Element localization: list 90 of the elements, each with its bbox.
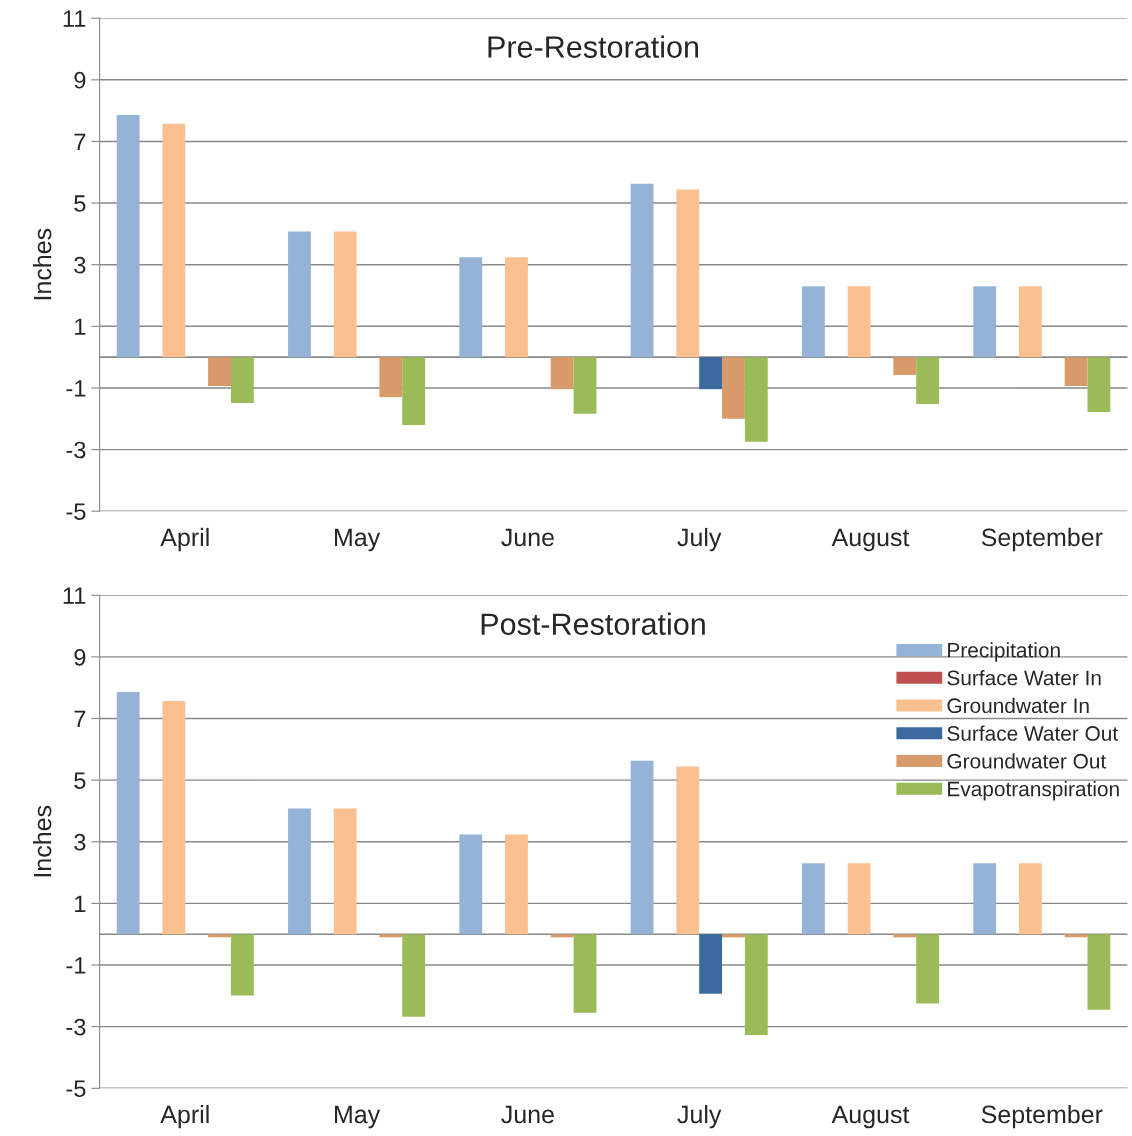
bar [573,357,597,414]
bar [699,357,723,390]
bar [847,286,871,358]
bar [676,189,700,358]
x-tick-label: April [160,527,209,552]
y-tick-label: 7 [74,133,86,150]
y-tick-label: 3 [74,833,86,851]
y-axis-title: Inches [33,805,52,877]
bar [893,357,917,375]
bar [573,934,597,1013]
bar [208,357,231,387]
bar [459,257,483,358]
legend-label: Surface Water In [947,670,1101,686]
bar [847,863,871,935]
bar [288,231,311,358]
y-tick-label: -3 [66,441,86,459]
y-tick-label: 9 [74,648,86,666]
x-tick-label: May [335,528,381,552]
y-tick-label: 7 [74,710,86,728]
bar [722,357,745,419]
legend-label: Precipitation [948,642,1060,662]
bar [162,700,186,935]
y-tick-label: 5 [74,772,86,789]
bar [550,357,574,390]
bar [699,934,723,994]
legend-label: Evapotranspiration [948,781,1119,801]
bar [505,257,528,358]
y-tick-label: 5 [74,195,86,212]
bar [1018,863,1042,935]
x-tick-label: August [831,528,910,552]
x-tick-label: July [677,1104,722,1129]
y-tick-label: 11 [63,10,86,27]
bar [893,934,917,938]
bar [722,934,745,938]
legend-label: Surface Water Out [947,725,1118,741]
bar [1064,934,1088,938]
bar [379,934,403,938]
y-tick-label: -1 [66,957,86,974]
bar [116,114,140,358]
bar [630,183,654,358]
bar [801,286,825,358]
bar [459,834,483,935]
bar [379,357,403,398]
y-tick-label: 1 [75,318,86,335]
bar [402,357,426,425]
bar [916,357,940,404]
bar [801,863,825,935]
y-tick-label: 11 [63,587,86,604]
y-axis-title: Inches [33,228,52,300]
bar [333,231,357,358]
bar [288,808,311,935]
bar [1087,934,1111,1010]
bar [1018,286,1042,358]
x-tick-label: September [981,527,1103,552]
bar [744,934,768,1035]
bar [208,934,231,938]
x-tick-label: August [831,1105,910,1129]
bar [1087,357,1111,412]
x-tick-label: May [335,1105,381,1129]
y-tick-label: -3 [66,1018,86,1036]
bar [676,766,700,935]
y-tick-label: -5 [66,503,86,520]
y-tick-label: -5 [66,1080,86,1098]
x-tick-label: July [677,527,722,552]
chart-title: Pre-Restoration [488,35,698,58]
chart-title: Post-Restoration [481,612,705,635]
bar [230,934,254,996]
bar [973,286,997,358]
x-tick-label: June [501,1105,554,1124]
x-tick-label: April [160,1104,209,1129]
bar [162,123,186,358]
x-tick-label: September [981,1104,1103,1129]
x-tick-label: June [501,528,554,547]
bar [116,692,140,935]
bar [550,934,574,938]
y-tick-label: 3 [74,256,86,274]
y-tick-label: 9 [74,71,86,89]
bar [402,934,426,1017]
bar [230,357,254,404]
bar [1064,357,1088,387]
bar [916,934,940,1004]
legend-label: Groundwater Out [947,753,1107,769]
legend-label: Groundwater In [947,697,1089,714]
y-tick-label: -1 [66,380,86,397]
bar [973,863,997,935]
y-tick-label: 1 [75,895,86,912]
bar [333,808,357,935]
bar [505,834,528,935]
bar [744,357,768,442]
bar [630,760,654,935]
